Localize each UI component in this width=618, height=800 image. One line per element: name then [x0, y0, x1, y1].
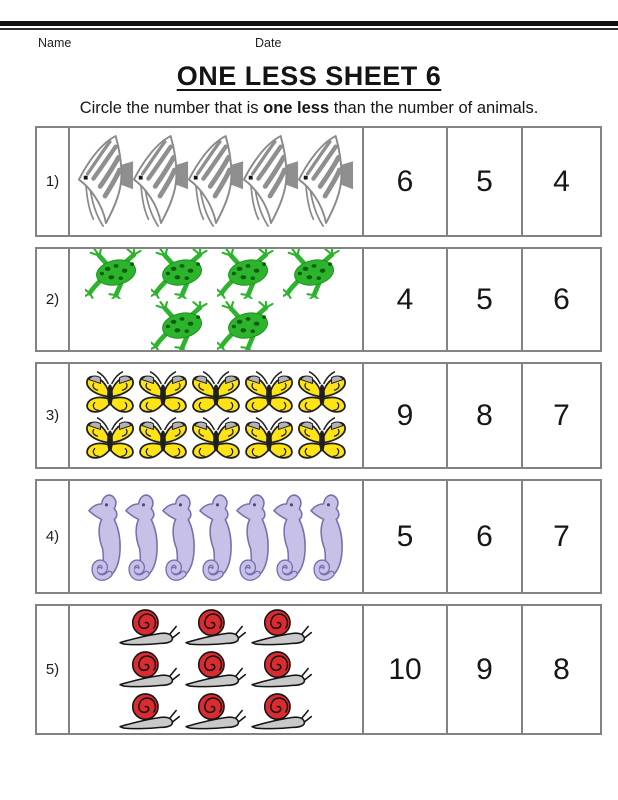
snail-icon [251, 692, 313, 732]
answer-choice[interactable]: 6 [446, 481, 521, 592]
row-number: 1) [37, 128, 70, 235]
seahorse-icon [161, 491, 198, 583]
snail-icon [185, 650, 247, 690]
frog-icon [151, 249, 215, 299]
animal-line [87, 491, 346, 583]
snail-icon [119, 608, 181, 648]
animal-line [119, 692, 313, 732]
animal-picture-cell [70, 249, 362, 350]
butterfly-icon [296, 417, 348, 461]
seahorse-icon [198, 491, 235, 583]
answer-choice[interactable]: 7 [521, 481, 600, 592]
row-number: 2) [37, 249, 70, 350]
snail-icon [185, 608, 247, 648]
frog-icon [217, 249, 281, 299]
animal-line [119, 608, 313, 648]
animal-picture-cell [70, 364, 362, 467]
animal-line [84, 371, 348, 415]
seahorse-icon [272, 491, 309, 583]
snail-icon [251, 650, 313, 690]
animal-line [84, 417, 348, 461]
answer-choice[interactable]: 6 [362, 128, 446, 235]
answer-choice[interactable]: 5 [446, 249, 521, 350]
animal-line [119, 650, 313, 690]
answer-choice[interactable]: 4 [362, 249, 446, 350]
frog-icon [85, 249, 149, 299]
answer-choice[interactable]: 8 [446, 364, 521, 467]
answer-choice[interactable]: 6 [521, 249, 600, 350]
butterfly-icon [243, 371, 295, 415]
answer-choice[interactable]: 9 [446, 606, 521, 733]
instruction-bold: one less [263, 99, 330, 117]
worksheet-row: 2) 4 5 6 [35, 247, 602, 352]
answer-choice[interactable]: 8 [521, 606, 600, 733]
answer-choice[interactable]: 5 [446, 128, 521, 235]
worksheet-table: 1) 6 5 4 2) 4 5 6 3) 9 8 7 4) 5 6 7 5) 10 9 8 [35, 126, 602, 735]
frog-icon [217, 301, 281, 351]
worksheet-row: 5) 10 9 8 [35, 604, 602, 735]
butterfly-icon [84, 371, 136, 415]
animal-picture-cell [70, 481, 362, 592]
answer-choice[interactable]: 4 [521, 128, 600, 235]
instruction-prefix: Circle the number that is [79, 99, 264, 117]
row-number: 3) [37, 364, 70, 467]
instruction-suffix: than the number of animals. [329, 99, 539, 117]
angelfish-icon [132, 133, 190, 230]
answer-choice[interactable]: 7 [521, 364, 600, 467]
seahorse-icon [87, 491, 124, 583]
butterfly-icon [190, 417, 242, 461]
frog-icon [151, 301, 215, 351]
angelfish-icon [187, 133, 245, 230]
name-label: Name [38, 36, 72, 50]
answer-choice[interactable]: 9 [362, 364, 446, 467]
snail-icon [119, 650, 181, 690]
answer-choice[interactable]: 10 [362, 606, 446, 733]
butterfly-icon [296, 371, 348, 415]
name-date-row: Name Date [0, 36, 618, 54]
worksheet-row: 4) 5 6 7 [35, 479, 602, 594]
frog-icon [283, 249, 347, 299]
angelfish-icon [297, 133, 355, 230]
row-number: 4) [37, 481, 70, 592]
worksheet-row: 1) 6 5 4 [35, 126, 602, 237]
snail-icon [185, 692, 247, 732]
butterfly-icon [190, 371, 242, 415]
angelfish-icon [77, 133, 135, 230]
header-rule [0, 21, 618, 30]
animal-picture-cell [70, 128, 362, 235]
butterfly-icon [137, 371, 189, 415]
answer-choice[interactable]: 5 [362, 481, 446, 592]
animal-picture-cell [70, 606, 362, 733]
date-label: Date [255, 36, 282, 50]
butterfly-icon [84, 417, 136, 461]
seahorse-icon [309, 491, 346, 583]
butterfly-icon [137, 417, 189, 461]
animal-line [77, 133, 355, 230]
butterfly-icon [243, 417, 295, 461]
animal-line [85, 249, 347, 299]
instruction: Circle the number that is one less than … [0, 99, 618, 118]
snail-icon [119, 692, 181, 732]
angelfish-icon [242, 133, 300, 230]
row-number: 5) [37, 606, 70, 733]
snail-icon [251, 608, 313, 648]
worksheet-row: 3) 9 8 7 [35, 362, 602, 469]
animal-line [151, 301, 281, 351]
seahorse-icon [235, 491, 272, 583]
page-title: ONE LESS SHEET 6 [176, 61, 442, 91]
seahorse-icon [124, 491, 161, 583]
